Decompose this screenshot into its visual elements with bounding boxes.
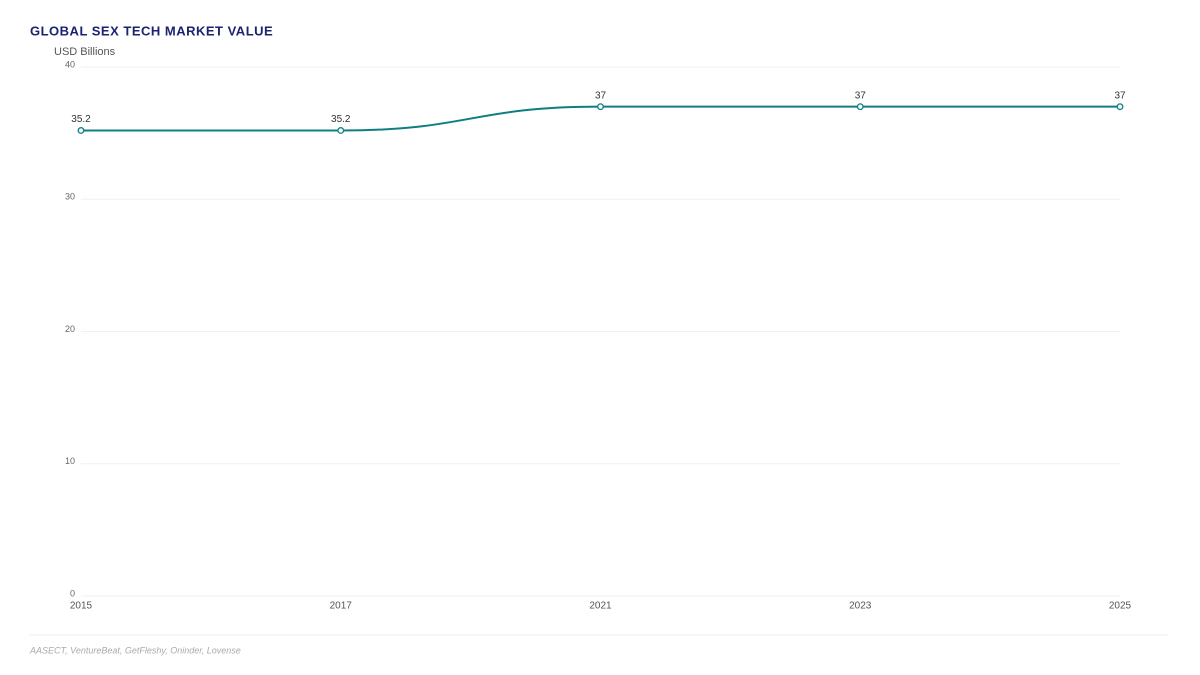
- x-tick-label: 2015: [70, 601, 93, 612]
- y-axis-label: USD Billions: [54, 46, 116, 58]
- data-label: 37: [595, 90, 607, 101]
- y-tick-label: 20: [65, 324, 75, 334]
- source: AASECT, VentureBeat, GetFleshy, Oninder,…: [29, 645, 241, 655]
- y-tick-label: 0: [70, 588, 75, 598]
- data-label: 37: [1114, 90, 1126, 101]
- point: [597, 103, 604, 111]
- chart-title: GLOBAL SEX TECH MARKET VALUE: [30, 23, 273, 38]
- point: [856, 103, 864, 111]
- y-tick-label: 10: [65, 456, 75, 466]
- x-tick-label: 2021: [589, 601, 612, 612]
- y-tick-label: 40: [65, 59, 75, 69]
- point: [1116, 103, 1124, 111]
- x-tick-label: 2017: [330, 601, 353, 612]
- data-label: 37: [855, 90, 867, 101]
- data-label: 35.2: [331, 114, 351, 125]
- line: [81, 105, 1120, 132]
- y-tick-label: 30: [65, 192, 75, 202]
- x-tick-label: 2023: [849, 601, 872, 612]
- data-label: 35.2: [71, 114, 91, 125]
- x-tick-label: 2025: [1109, 601, 1132, 612]
- point: [337, 127, 345, 134]
- point: [77, 127, 85, 134]
